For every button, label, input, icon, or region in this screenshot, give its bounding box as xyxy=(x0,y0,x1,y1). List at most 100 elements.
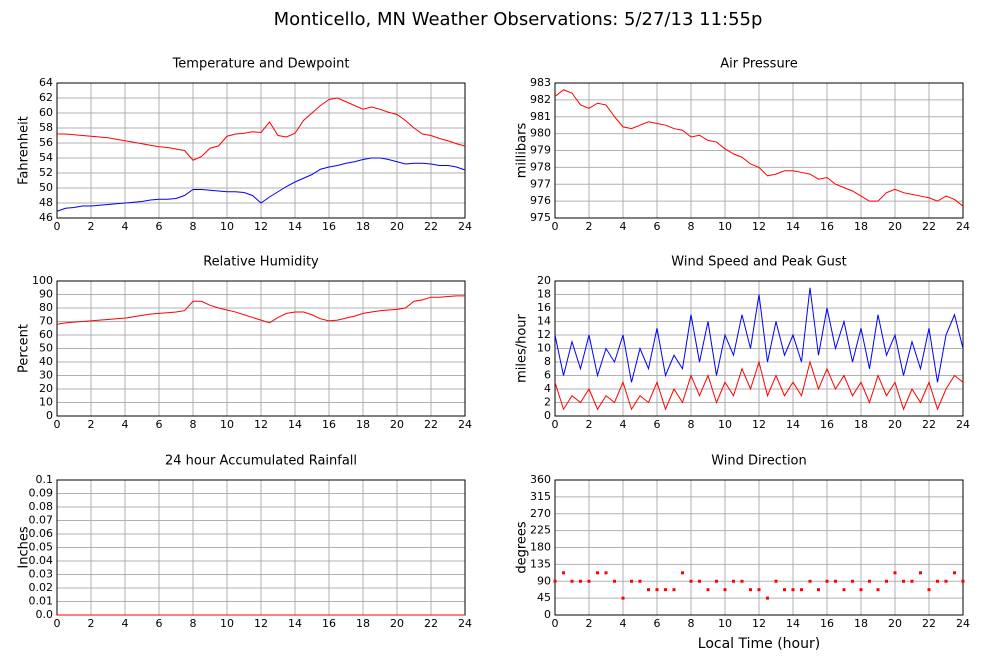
y-tick-label: 180 xyxy=(530,541,551,554)
y-tick-label: 270 xyxy=(530,507,551,520)
plot-frame xyxy=(554,479,964,616)
x-tick-label: 18 xyxy=(854,418,868,431)
point xyxy=(681,571,684,575)
chart-title: Temperature and Dewpoint xyxy=(172,57,350,72)
point xyxy=(732,579,735,583)
x-tick-label: 2 xyxy=(88,220,95,233)
x-tick-label: 18 xyxy=(854,220,868,233)
x-tick-label: 6 xyxy=(654,220,661,233)
y-tick-label: 135 xyxy=(530,557,551,570)
x-tick-label: 6 xyxy=(156,418,163,431)
x-tick-label: 16 xyxy=(322,220,336,233)
point xyxy=(800,588,803,592)
y-tick-label: 0 xyxy=(544,409,551,422)
point xyxy=(919,571,922,575)
y-tick-label: 46 xyxy=(39,211,53,224)
chart-title: Wind Direction xyxy=(711,454,807,469)
series-line xyxy=(554,287,964,383)
y-tick-label: 70 xyxy=(39,315,53,328)
x-tick-label: 12 xyxy=(254,418,268,431)
x-tick-label: 8 xyxy=(190,617,197,630)
chart-title: Air Pressure xyxy=(720,57,798,72)
point xyxy=(723,588,727,592)
y-tick-label: 315 xyxy=(530,490,551,503)
x-tick-label: 22 xyxy=(424,418,438,431)
y-tick-label: 975 xyxy=(530,211,551,224)
y-tick-label: 12 xyxy=(537,328,551,341)
y-axis-label: degrees xyxy=(515,521,530,574)
y-tick-label: 10 xyxy=(537,342,551,355)
y-tick-label: 2 xyxy=(544,396,551,409)
point xyxy=(783,588,786,592)
x-tick-label: 20 xyxy=(888,220,902,233)
y-tick-label: 980 xyxy=(530,127,551,140)
y-axis-label: millibars xyxy=(515,123,530,179)
y-tick-label: 60 xyxy=(39,106,53,119)
y-tick-label: 58 xyxy=(39,121,53,134)
plot-frame xyxy=(56,82,466,219)
y-tick-label: 52 xyxy=(39,166,53,179)
point xyxy=(638,579,642,583)
point xyxy=(613,579,616,583)
x-tick-label: 22 xyxy=(922,418,936,431)
x-tick-label: 22 xyxy=(424,220,438,233)
point xyxy=(902,579,905,583)
point xyxy=(834,579,837,583)
point xyxy=(664,588,667,592)
x-tick-label: 16 xyxy=(820,220,834,233)
x-tick-label: 24 xyxy=(956,220,970,233)
x-tick-label: 24 xyxy=(458,418,472,431)
y-tick-label: 225 xyxy=(530,524,551,537)
x-tick-label: 6 xyxy=(654,418,661,431)
x-tick-label: 24 xyxy=(956,418,970,431)
point xyxy=(766,596,769,600)
y-tick-label: 0.07 xyxy=(29,514,54,527)
x-tick-label: 6 xyxy=(654,617,661,630)
y-tick-label: 90 xyxy=(39,288,53,301)
y-tick-label: 50 xyxy=(39,181,53,194)
y-tick-label: 0.09 xyxy=(29,487,54,500)
point xyxy=(757,588,761,592)
y-tick-label: 40 xyxy=(39,355,53,368)
x-tick-label: 0 xyxy=(552,418,559,431)
x-tick-label: 2 xyxy=(586,418,593,431)
x-tick-label: 12 xyxy=(254,617,268,630)
y-tick-label: 977 xyxy=(530,177,551,190)
point xyxy=(851,579,854,583)
x-tick-label: 18 xyxy=(356,220,370,233)
y-tick-label: 976 xyxy=(530,194,551,207)
x-tick-label: 8 xyxy=(688,418,695,431)
y-axis-label: Fahrenheit xyxy=(17,116,32,185)
y-tick-label: 62 xyxy=(39,91,53,104)
y-tick-label: 30 xyxy=(39,369,53,382)
chart-title: Wind Speed and Peak Gust xyxy=(671,255,846,270)
y-tick-label: 0.1 xyxy=(36,473,54,486)
point xyxy=(706,588,710,592)
point xyxy=(587,579,591,583)
y-tick-label: 0.06 xyxy=(29,527,54,540)
point xyxy=(553,579,557,583)
y-tick-label: 982 xyxy=(530,93,551,106)
y-tick-label: 90 xyxy=(537,574,551,587)
series-line xyxy=(56,295,465,325)
y-tick-label: 0.0 xyxy=(36,608,54,621)
point xyxy=(791,588,795,592)
x-tick-label: 4 xyxy=(620,418,627,431)
point xyxy=(961,579,965,583)
point xyxy=(825,579,829,583)
y-tick-label: 16 xyxy=(537,301,551,314)
x-tick-label: 12 xyxy=(752,617,766,630)
point xyxy=(936,579,939,583)
point xyxy=(604,571,608,575)
point xyxy=(944,579,948,583)
y-axis-label: Inches xyxy=(17,526,32,568)
x-tick-label: 8 xyxy=(688,617,695,630)
y-tick-label: 100 xyxy=(32,274,53,287)
point xyxy=(740,579,744,583)
y-tick-label: 18 xyxy=(537,288,551,301)
y-tick-label: 0.03 xyxy=(29,568,54,581)
x-tick-label: 18 xyxy=(854,617,868,630)
page-title: Monticello, MN Weather Observations: 5/2… xyxy=(274,9,763,30)
y-tick-label: 981 xyxy=(530,110,551,123)
x-tick-label: 24 xyxy=(458,220,472,233)
